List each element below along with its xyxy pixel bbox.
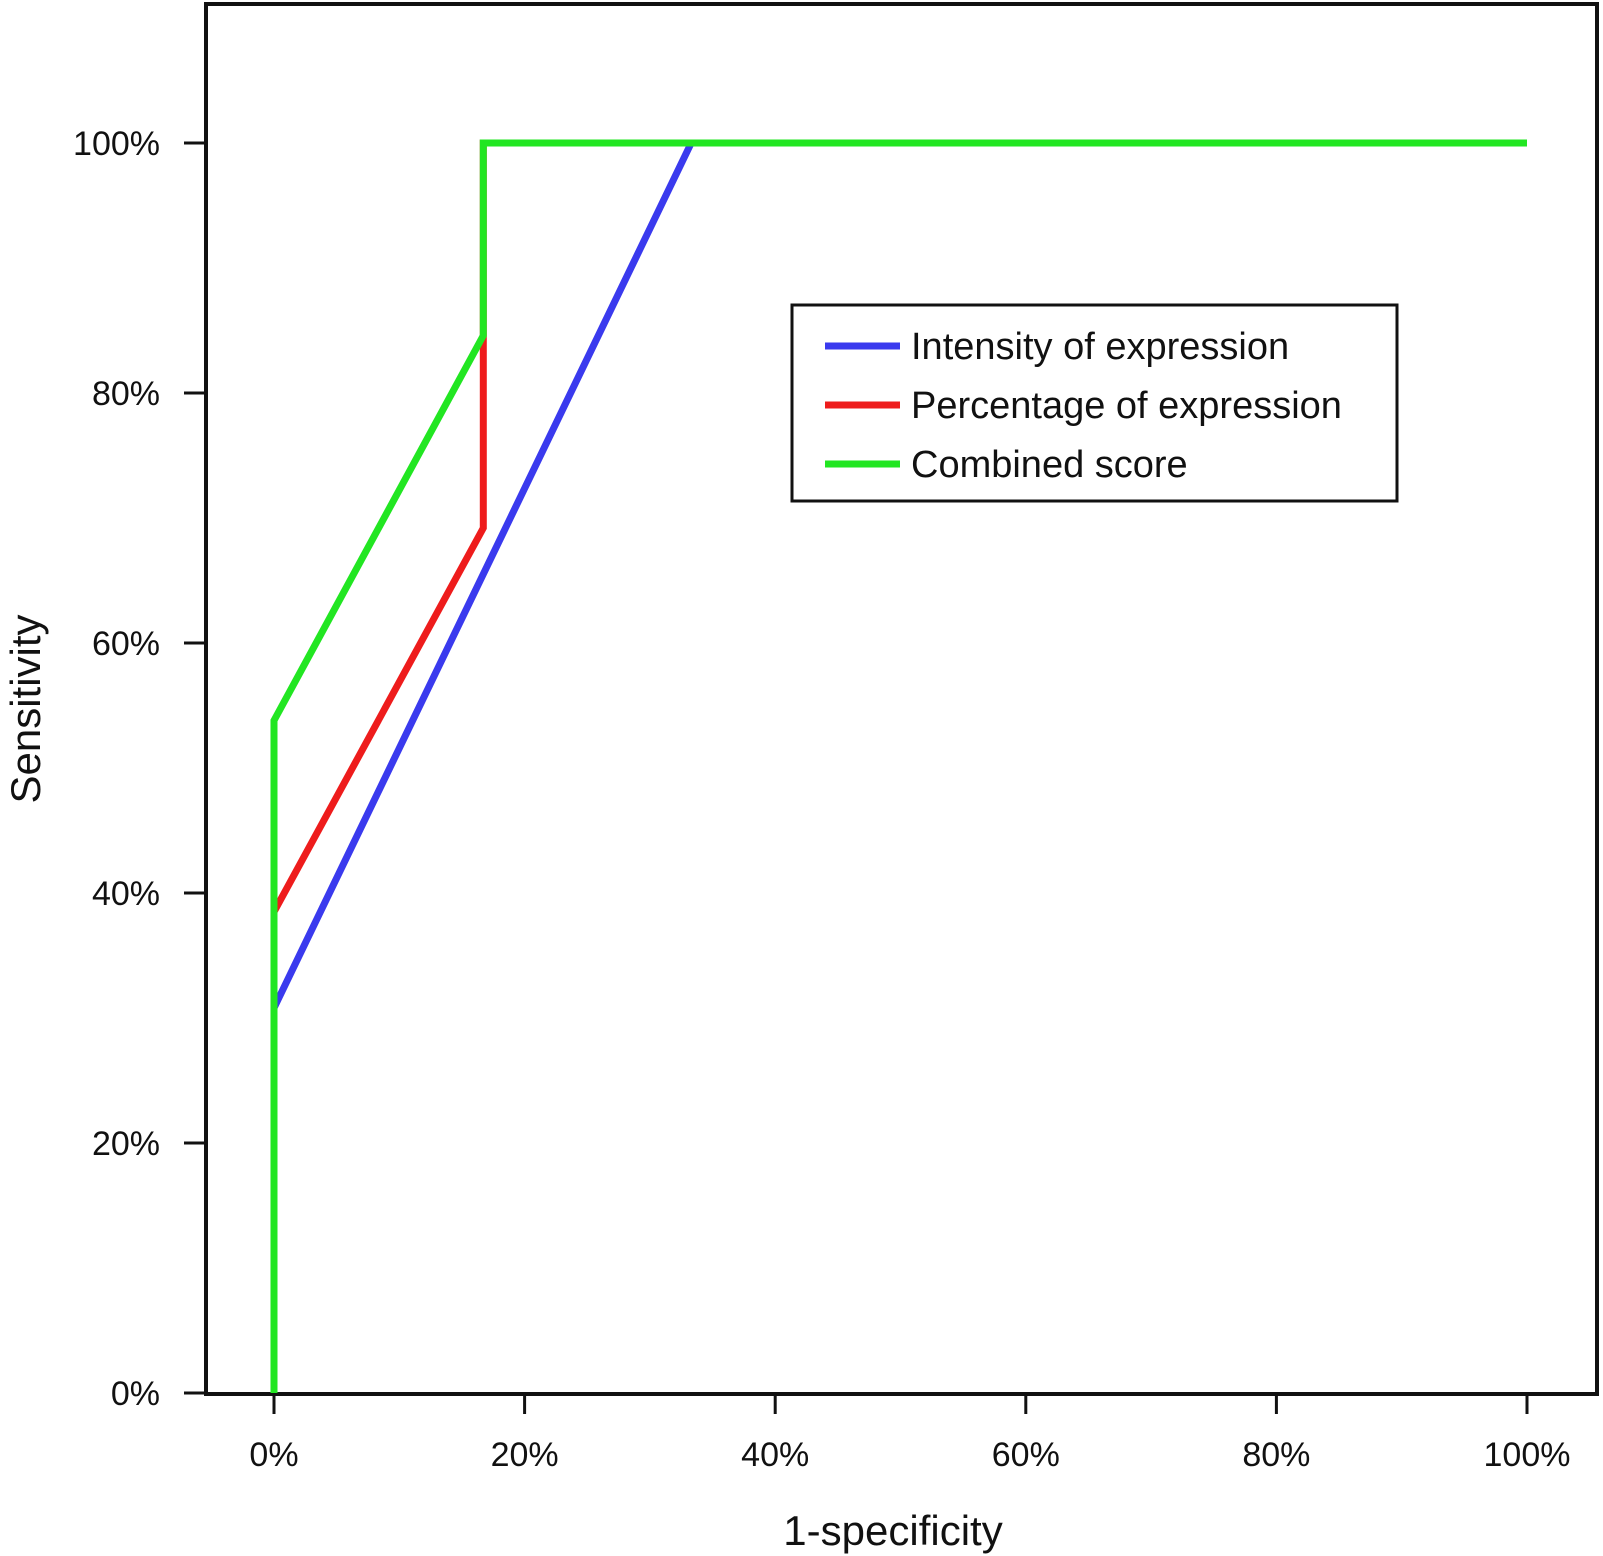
y-tick-label: 40% <box>92 875 160 913</box>
x-tick-label: 40% <box>741 1436 809 1474</box>
x-tick-label: 80% <box>1242 1436 1310 1474</box>
y-axis-title: Sensitivity <box>2 614 49 803</box>
x-axis-title: 1-specificity <box>783 1507 1002 1554</box>
legend: Intensity of expression Percentage of exp… <box>790 303 1399 503</box>
x-axis: 0% 20% 40% 60% 80% 100% <box>249 1394 1570 1474</box>
y-tick-label: 20% <box>92 1125 160 1163</box>
x-tick-label: 20% <box>491 1436 559 1474</box>
y-axis: 0% 20% 40% 60% 80% 100% <box>73 125 206 1413</box>
legend-label: Intensity of expression <box>911 326 1289 368</box>
legend-label: Percentage of expression <box>911 385 1342 427</box>
y-tick-label: 80% <box>92 375 160 413</box>
y-tick-label: 60% <box>92 625 160 663</box>
series-layer <box>270 139 1527 1393</box>
x-tick-label: 100% <box>1484 1436 1571 1474</box>
x-tick-label: 0% <box>249 1436 298 1474</box>
y-tick-label: 100% <box>73 125 160 163</box>
series-line-3 <box>270 139 1527 1393</box>
x-tick-label: 60% <box>992 1436 1060 1474</box>
plot-frame <box>204 2 1599 1396</box>
legend-label: Combined score <box>911 444 1188 486</box>
y-tick-label: 0% <box>111 1375 160 1413</box>
